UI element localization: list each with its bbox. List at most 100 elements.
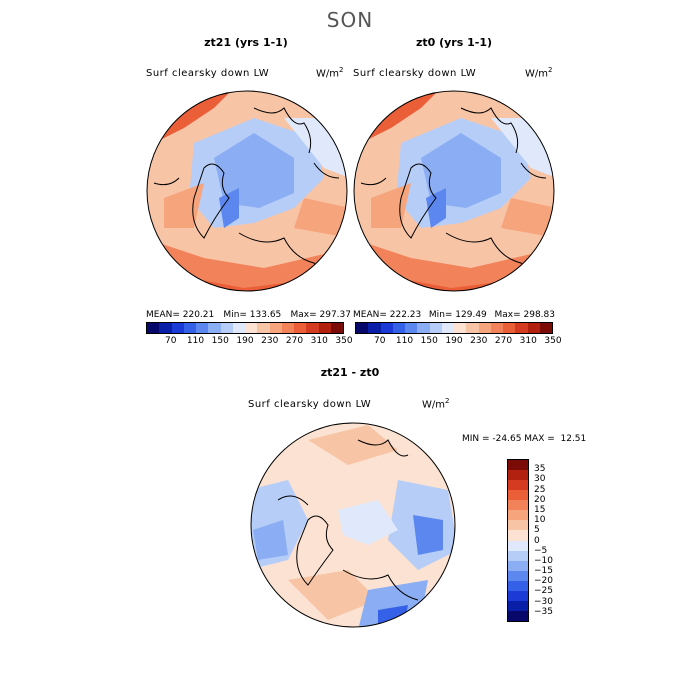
panel2-stats: MEAN= 222.23 Min= 129.49 Max= 298.83	[353, 310, 555, 320]
colorbar-tick-label: 270	[494, 336, 513, 346]
diff-panel-variable-label: Surf clearsky down LW	[248, 399, 372, 410]
colorbar-swatch	[306, 323, 319, 333]
colorbar-swatch	[392, 323, 405, 333]
colorbar-tick-label: 0	[534, 535, 540, 546]
colorbar-tick-label: 35	[534, 464, 546, 475]
colorbar-tick-label: −10	[534, 555, 553, 566]
colorbar-swatch	[380, 323, 393, 333]
colorbar-tick-label: 230	[470, 336, 488, 346]
colorbar-tick-label: 350	[544, 336, 562, 346]
colorbar-tick-label: −35	[534, 606, 553, 617]
colorbar-tick-label: 190	[236, 336, 254, 346]
colorbar-tick-label: 110	[395, 336, 414, 346]
colorbar-swatch	[147, 323, 160, 333]
colorbar-tick-label: −20	[534, 576, 553, 587]
colorbar-swatch	[330, 323, 343, 333]
colorbar-swatch	[429, 323, 442, 333]
colorbar-swatch	[508, 540, 528, 551]
season-title: SON	[326, 8, 374, 32]
panel2-max: Max= 298.83	[494, 310, 555, 320]
colorbar-tick-label: 310	[310, 336, 328, 346]
colorbar-swatch	[454, 323, 467, 333]
colorbar-swatch	[508, 580, 528, 591]
colorbar-tick-label: −30	[534, 596, 553, 607]
colorbar-tick-label: 150	[420, 336, 438, 346]
colorbar-swatch	[441, 323, 454, 333]
diff-panel-title: zt21 - zt0	[320, 366, 380, 379]
panel1-stats: MEAN= 220.21 Min= 133.65 Max= 297.37	[146, 310, 351, 320]
colorbar-swatch	[405, 323, 418, 333]
diff-colorbar-labels: 35 30 25 20 15 10 5 0 −5 −10 −15 −20 −25 −30 −35	[534, 459, 564, 622]
colorbar-tick-label: 310	[519, 336, 537, 346]
diff-panel-stats: MIN = -24.65 MAX = 12.51	[462, 434, 587, 444]
colorbar-swatch	[508, 610, 528, 621]
colorbar-tick-label: 20	[534, 494, 546, 505]
colorbar-tick-label: −5	[534, 545, 548, 556]
colorbar-swatch	[159, 323, 172, 333]
panel2-colorbar-ticks: 70 110 150 190 230 270 310 350	[355, 336, 562, 348]
colorbar-swatch	[508, 600, 528, 611]
panel1-max: Max= 297.37	[290, 310, 351, 320]
colorbar-swatch	[508, 470, 528, 481]
colorbar-swatch	[294, 323, 307, 333]
colorbar-swatch	[220, 323, 233, 333]
colorbar-tick-label: 270	[285, 336, 304, 346]
colorbar-tick-label: 70	[165, 336, 177, 346]
panel1-mean: MEAN= 220.21	[146, 310, 215, 320]
diff-colorbar	[507, 459, 529, 622]
colorbar-tick-label: 30	[534, 474, 546, 485]
colorbar-swatch	[196, 323, 209, 333]
colorbar-tick-label: 70	[374, 336, 386, 346]
colorbar-swatch	[356, 323, 369, 333]
colorbar-swatch	[508, 510, 528, 521]
diff-panel-units: W/m2	[422, 397, 450, 411]
panel1-colorbar	[146, 322, 344, 334]
colorbar-swatch	[281, 323, 294, 333]
panel2-colorbar	[355, 322, 553, 334]
colorbar-swatch	[417, 323, 430, 333]
colorbar-tick-label: 350	[335, 336, 353, 346]
colorbar-swatch	[508, 490, 528, 501]
colorbar-tick-label: −25	[534, 586, 553, 597]
colorbar-swatch	[466, 323, 479, 333]
colorbar-swatch	[183, 323, 196, 333]
diff-polar-map	[250, 422, 456, 628]
colorbar-tick-label: 25	[534, 484, 546, 495]
colorbar-tick-label: 190	[445, 336, 463, 346]
colorbar-tick-label: 150	[211, 336, 229, 346]
colorbar-swatch	[478, 323, 491, 333]
colorbar-tick-label: 230	[261, 336, 279, 346]
colorbar-tick-label: 10	[534, 515, 546, 526]
panel1-polar-map	[146, 90, 348, 292]
panel2-variable-label: Surf clearsky down LW	[353, 68, 477, 79]
colorbar-swatch	[490, 323, 503, 333]
colorbar-swatch	[527, 323, 540, 333]
colorbar-swatch	[318, 323, 331, 333]
colorbar-swatch	[508, 500, 528, 511]
colorbar-swatch	[508, 550, 528, 561]
colorbar-swatch	[208, 323, 221, 333]
colorbar-tick-label: 5	[534, 525, 540, 536]
panel1-variable-label: Surf clearsky down LW	[146, 68, 270, 79]
colorbar-swatch	[503, 323, 516, 333]
colorbar-swatch	[257, 323, 270, 333]
panel2-min: Min= 129.49	[428, 310, 487, 320]
panel2-mean: MEAN= 222.23	[353, 310, 422, 320]
colorbar-swatch	[508, 530, 528, 541]
colorbar-swatch	[539, 323, 552, 333]
colorbar-swatch	[368, 323, 381, 333]
colorbar-tick-label: 110	[186, 336, 205, 346]
colorbar-swatch	[232, 323, 245, 333]
panel2-polar-map	[353, 90, 555, 292]
colorbar-swatch	[245, 323, 258, 333]
panel1-title: zt21 (yrs 1-1)	[204, 36, 288, 49]
colorbar-tick-label: 15	[534, 504, 546, 515]
colorbar-swatch	[171, 323, 184, 333]
panel2-title: zt0 (yrs 1-1)	[415, 36, 493, 49]
panel1-colorbar-ticks: 70 110 150 190 230 270 310 350	[146, 336, 353, 348]
panel2-units: W/m2	[525, 66, 553, 80]
colorbar-tick-label: −15	[534, 566, 553, 577]
colorbar-swatch	[515, 323, 528, 333]
colorbar-swatch	[269, 323, 282, 333]
colorbar-swatch	[508, 570, 528, 581]
